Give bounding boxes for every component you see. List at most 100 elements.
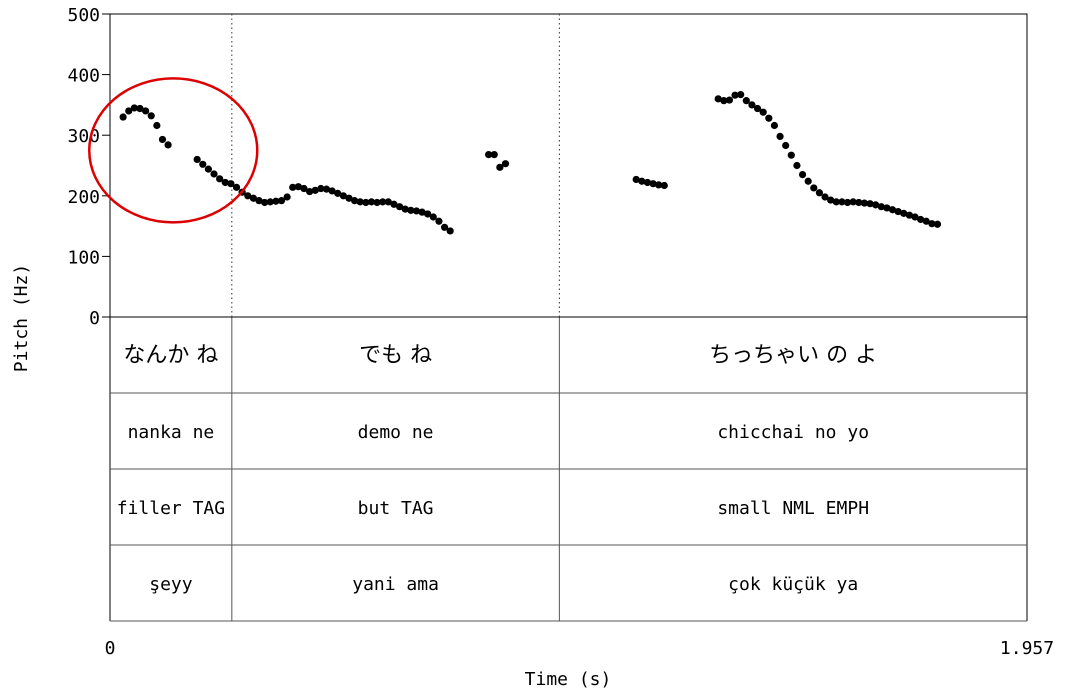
- tier-label-gloss: small NML EMPH: [717, 498, 869, 519]
- tier-label-turkish: çok küçük ya: [728, 574, 858, 595]
- y-tick-label: 0: [89, 308, 100, 329]
- pitch-point: [424, 210, 432, 218]
- pitch-point: [655, 181, 663, 189]
- pitch-point: [888, 206, 897, 214]
- pitch-point: [643, 178, 652, 187]
- pitch-point: [199, 160, 207, 168]
- tier-label-turkish: şeyy: [149, 574, 193, 595]
- pitch-point: [289, 183, 297, 191]
- interval-boundaries: [231, 14, 560, 317]
- y-tick-label: 300: [67, 126, 100, 147]
- pitch-point: [776, 132, 784, 141]
- pitch-point: [440, 223, 449, 231]
- pitch-point: [350, 197, 359, 205]
- x-axis-label: Time (s): [525, 669, 612, 690]
- pitch-point: [272, 197, 280, 205]
- pitch-point: [407, 206, 415, 214]
- pitch-point: [501, 160, 510, 168]
- pitch-point: [793, 161, 801, 170]
- pitch-point: [748, 101, 756, 109]
- pitch-point: [249, 194, 257, 202]
- pitch-point: [277, 197, 286, 205]
- pitch-point: [883, 204, 891, 212]
- pitch-point: [714, 95, 722, 103]
- pitch-point: [782, 141, 790, 150]
- pitch-point: [810, 184, 818, 192]
- pitch-points: [119, 90, 942, 235]
- y-axis: 500 400 300 200 100 0: [67, 5, 110, 329]
- pitch-point: [911, 213, 919, 221]
- pitch-point: [490, 150, 498, 159]
- tier-label-romaji: nanka ne: [128, 422, 215, 443]
- pitch-point: [838, 198, 846, 206]
- pitch-point: [153, 121, 161, 130]
- pitch-point: [843, 198, 852, 207]
- pitch-point: [632, 175, 640, 184]
- pitch-point: [894, 207, 902, 216]
- pitch-point: [261, 198, 269, 207]
- pitch-point: [917, 215, 925, 224]
- pitch-point: [725, 96, 734, 104]
- pitch-point: [164, 141, 172, 149]
- pitch-point: [731, 91, 739, 99]
- pitch-point: [373, 198, 381, 207]
- pitch-point: [435, 217, 443, 225]
- pitch-point: [390, 200, 398, 208]
- pitch-point: [119, 113, 127, 121]
- pitch-point: [142, 107, 150, 115]
- pitch-point: [860, 199, 869, 207]
- x-tick-label: 0: [105, 638, 116, 659]
- pitch-point: [638, 177, 646, 185]
- pitch-point: [401, 205, 409, 213]
- y-axis-label: Pitch (Hz): [11, 264, 32, 372]
- tier-label-japanese: なんか ね: [123, 343, 218, 368]
- pitch-point: [136, 104, 144, 113]
- tier-label-gloss: filler TAG: [117, 498, 225, 519]
- tier-grid: [109, 317, 1028, 622]
- pitch-point: [815, 189, 824, 197]
- pitch-point: [294, 183, 302, 191]
- pitch-point: [412, 207, 421, 215]
- pitch-point: [244, 192, 252, 200]
- tier-label-japanese: でも ね: [359, 343, 432, 368]
- tier-label-romaji: chicchai no yo: [717, 422, 869, 443]
- pitch-point: [742, 97, 750, 105]
- pitch-point: [255, 197, 263, 205]
- tier-labels: なんか ね でも ね ちっちゃい の よ nanka ne demo ne chiccha…: [117, 343, 877, 595]
- pitch-point: [804, 177, 812, 185]
- pitch-point: [311, 186, 319, 194]
- pitch-point: [849, 198, 857, 206]
- pitch-point: [832, 198, 840, 206]
- pitch-point: [446, 227, 454, 235]
- pitch-point: [877, 203, 885, 211]
- pitch-point: [130, 104, 138, 112]
- pitch-point: [283, 193, 291, 201]
- pitch-point: [753, 104, 762, 113]
- pitch-point: [720, 97, 728, 105]
- pitch-point: [317, 184, 325, 193]
- tier-label-japanese: ちっちゃい の よ: [709, 343, 877, 368]
- pitch-point: [429, 213, 437, 221]
- pitch-point: [266, 198, 274, 206]
- x-tick-label: 1.957: [1000, 638, 1054, 659]
- pitch-point: [221, 178, 229, 187]
- pitch-point: [787, 151, 795, 159]
- pitch-point: [367, 198, 376, 206]
- pitch-point: [362, 198, 370, 207]
- pitch-point: [328, 187, 336, 195]
- pitch-point: [866, 200, 874, 208]
- pitch-point: [227, 180, 235, 188]
- plot-frame: [109, 13, 1028, 318]
- pitch-point: [765, 114, 773, 122]
- pitch-point: [855, 198, 863, 207]
- pitch-point: [334, 189, 342, 197]
- pitch-point: [193, 155, 201, 164]
- pitch-point: [759, 108, 767, 116]
- pitch-point: [147, 112, 155, 120]
- y-tick-label: 200: [67, 187, 100, 208]
- pitch-point: [339, 192, 347, 200]
- pitch-point: [356, 198, 364, 206]
- pitch-point: [660, 181, 668, 190]
- pitch-point: [210, 170, 218, 178]
